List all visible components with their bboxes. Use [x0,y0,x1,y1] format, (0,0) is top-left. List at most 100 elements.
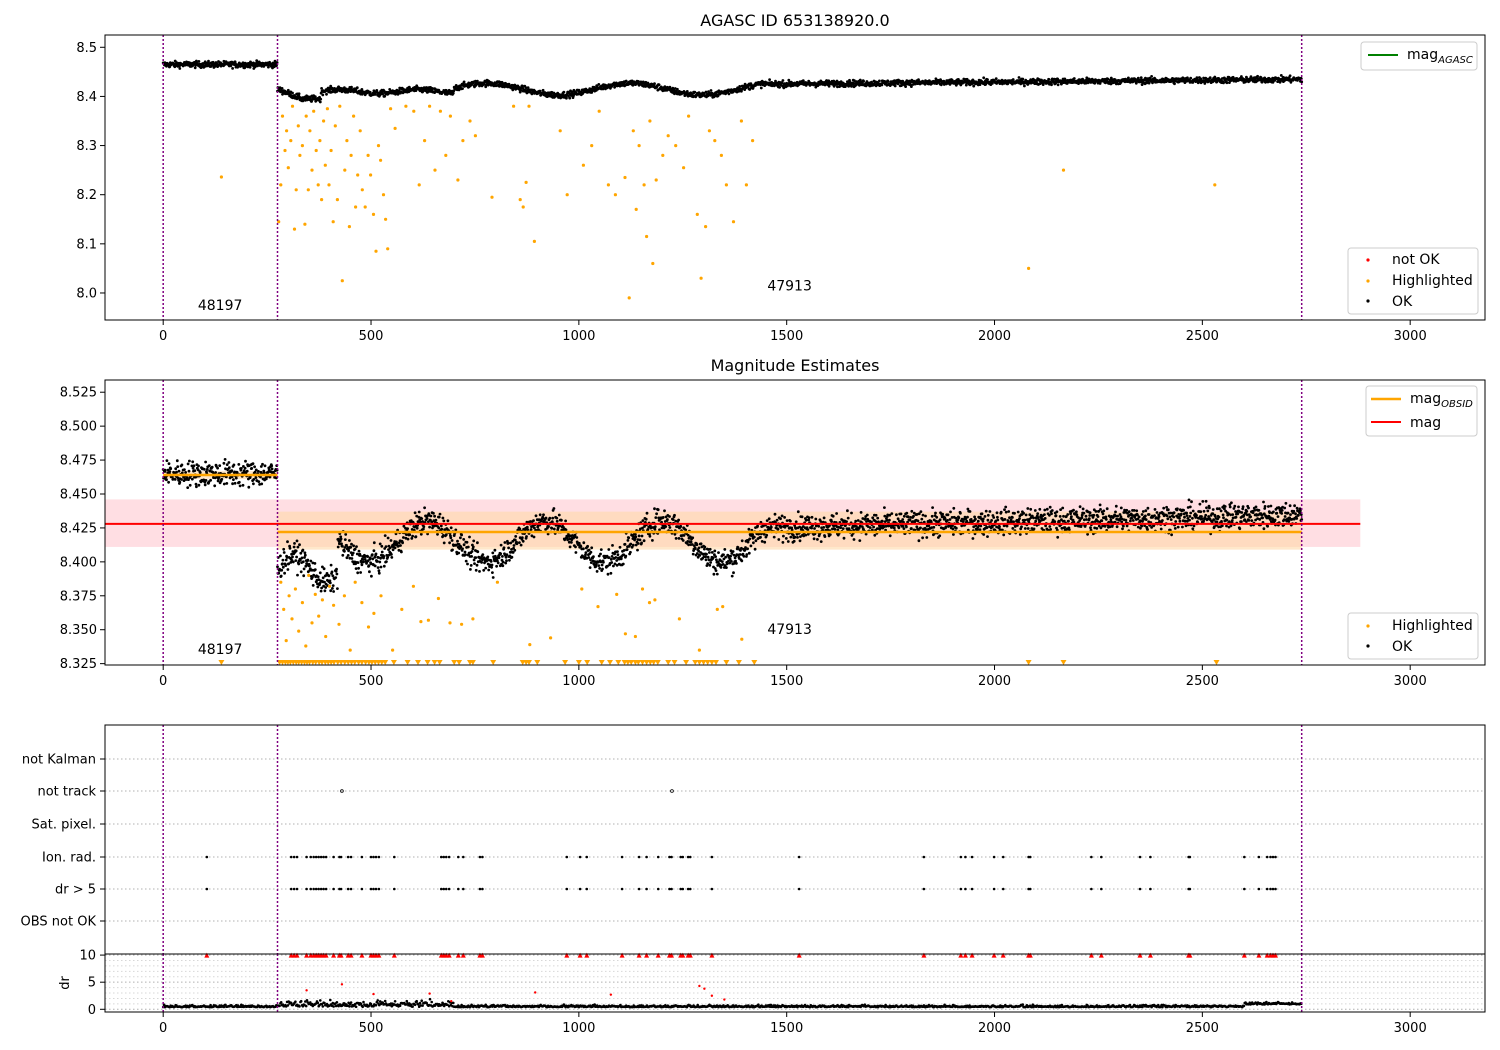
ok-point [207,59,210,63]
highlighted-point [724,183,729,187]
ok-point [1136,76,1140,80]
ok-point [530,534,534,538]
ok-point [320,87,323,90]
ok-point [915,525,919,529]
ok-point [454,528,458,532]
ok-point [355,552,359,556]
highlighted-point [280,114,285,118]
ok-point [710,551,714,554]
ok-point [288,544,291,548]
ok-point [372,541,376,545]
ok-point [978,528,982,532]
ok-point [706,555,710,559]
ok-point [1033,509,1037,512]
ok-point [846,516,850,520]
ok-point [607,556,611,559]
ok-point [1032,527,1036,531]
ok-point [486,555,490,559]
ok-point [599,548,603,551]
ok-point [481,553,485,556]
ok-point [716,94,720,98]
ok-point [378,542,382,546]
ok-point [609,558,613,561]
ok-point [259,465,263,468]
ok-point [976,528,979,532]
ok-point [357,566,360,570]
ok-point [472,558,476,562]
ok-point [1147,81,1151,85]
ok-point [368,90,372,94]
ok-point [548,516,552,520]
ok-point [980,512,984,516]
ok-point [1030,527,1034,530]
ok-point [897,526,901,530]
ok-point [460,533,463,537]
ok-point [921,536,924,540]
ok-point [641,526,644,530]
ok-point [187,469,191,473]
ok-point [459,536,462,540]
ok-point [995,525,998,529]
ok-point [991,525,994,529]
ok-point [525,91,529,95]
ok-point [951,527,955,531]
ok-point [1006,519,1010,522]
ok-point [419,532,423,536]
ok-point [738,553,742,556]
ok-point [786,540,790,543]
ok-point [1010,520,1013,524]
ok-point [611,544,614,547]
highlighted-point [438,109,442,113]
ok-point [437,515,441,519]
highlighted-point [371,212,376,216]
ok-point [1026,527,1030,530]
ok-point [360,563,364,567]
ok-point [929,520,933,524]
ok-point [728,557,732,561]
ok-point [910,527,913,530]
ok-point [735,562,738,565]
ok-point [425,517,429,520]
ok-point [227,466,231,470]
ok-point [343,538,347,541]
ok-point [823,535,827,538]
ok-point [584,553,587,557]
ok-point [508,550,512,554]
ok-point [390,556,394,559]
ok-point [437,526,441,530]
ok-point [699,542,703,546]
ok-point [434,518,438,522]
ok-point [587,556,591,559]
ok-point [1139,76,1143,79]
ok-point [568,96,572,100]
ok-point [777,538,781,541]
ok-point [400,550,403,554]
ok-point [291,555,294,559]
ok-point [180,471,184,475]
ok-point [1098,82,1102,85]
ok-point [622,553,626,557]
ok-point [438,512,442,516]
ok-point [286,88,290,92]
ok-point [946,513,950,517]
ok-point [708,551,711,554]
ok-point [804,533,808,537]
ok-point [318,100,322,104]
ok-point [343,546,347,549]
highlighted-point [473,134,477,138]
ok-point [852,538,856,541]
ok-point [641,519,645,522]
ok-point [986,78,989,82]
ok-point [589,558,592,562]
highlighted-point [634,207,638,211]
ok-point [705,552,708,556]
ok-point [714,569,718,572]
ok-point [280,568,284,572]
ok-point [814,517,818,521]
ok-point [1022,511,1025,515]
ok-point [197,464,200,468]
ok-point [908,518,912,522]
ok-point [461,547,464,551]
ok-point [513,538,517,542]
